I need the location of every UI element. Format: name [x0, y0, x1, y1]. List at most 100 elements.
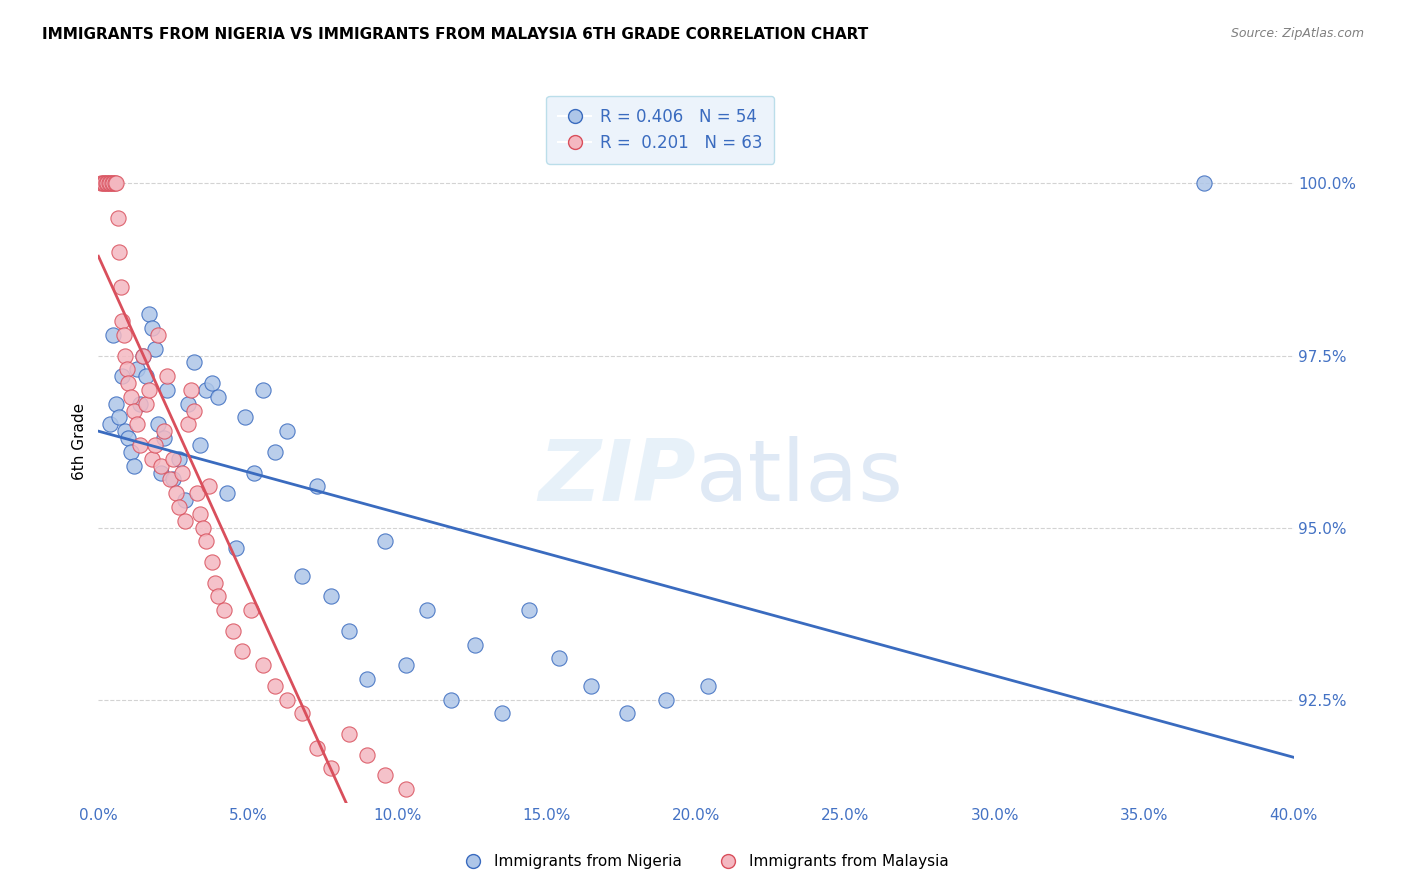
Point	[135, 397, 157, 411]
Point	[321, 590, 343, 604]
Point	[114, 424, 136, 438]
Point	[177, 417, 200, 432]
Point	[1192, 177, 1215, 191]
Point	[91, 177, 114, 191]
Point	[225, 541, 247, 556]
Point	[204, 575, 226, 590]
Point	[94, 177, 117, 191]
Point	[198, 479, 221, 493]
Point	[697, 679, 720, 693]
Point	[148, 417, 170, 432]
Point	[138, 307, 160, 321]
Point	[104, 177, 127, 191]
Point	[416, 603, 439, 617]
Point	[188, 438, 211, 452]
Point	[233, 410, 256, 425]
Point	[156, 369, 179, 384]
Point	[356, 747, 378, 762]
Point	[117, 431, 139, 445]
Text: atlas: atlas	[696, 436, 904, 519]
Point	[129, 438, 152, 452]
Point	[215, 486, 238, 500]
Point	[395, 658, 418, 673]
Point	[183, 403, 205, 417]
Point	[117, 376, 139, 390]
Point	[141, 451, 163, 466]
Point	[195, 534, 218, 549]
Point	[239, 603, 262, 617]
Point	[616, 706, 638, 721]
Point	[188, 507, 211, 521]
Point	[162, 472, 184, 486]
Point	[127, 417, 149, 432]
Point	[98, 177, 122, 191]
Point	[207, 390, 229, 404]
Legend: Immigrants from Nigeria, Immigrants from Malaysia: Immigrants from Nigeria, Immigrants from…	[451, 848, 955, 875]
Point	[103, 327, 125, 342]
Point	[212, 603, 235, 617]
Point	[90, 177, 112, 191]
Point	[148, 327, 170, 342]
Point	[291, 568, 314, 582]
Point	[174, 493, 197, 508]
Point	[138, 383, 160, 397]
Point	[339, 727, 361, 741]
Point	[374, 534, 396, 549]
Point	[195, 383, 218, 397]
Point	[132, 349, 155, 363]
Point	[120, 445, 142, 459]
Point	[98, 417, 122, 432]
Point	[183, 355, 205, 369]
Point	[111, 369, 134, 384]
Point	[96, 177, 118, 191]
Point	[127, 362, 149, 376]
Point	[141, 321, 163, 335]
Point	[132, 349, 155, 363]
Point	[252, 383, 274, 397]
Point	[581, 679, 603, 693]
Point	[339, 624, 361, 638]
Text: ZIP: ZIP	[538, 436, 696, 519]
Point	[124, 458, 146, 473]
Point	[124, 403, 146, 417]
Point	[97, 177, 120, 191]
Point	[263, 445, 285, 459]
Point	[231, 644, 253, 658]
Point	[517, 603, 540, 617]
Point	[105, 177, 128, 191]
Point	[135, 369, 157, 384]
Point	[321, 761, 343, 775]
Point	[110, 279, 132, 293]
Point	[111, 314, 134, 328]
Point	[201, 555, 224, 569]
Point	[112, 327, 135, 342]
Point	[464, 638, 486, 652]
Point	[276, 424, 298, 438]
Point	[150, 466, 173, 480]
Point	[107, 211, 129, 225]
Point	[191, 520, 214, 534]
Point	[150, 458, 173, 473]
Point	[440, 692, 463, 706]
Point	[222, 624, 245, 638]
Point	[174, 514, 197, 528]
Point	[105, 397, 128, 411]
Legend: R = 0.406   N = 54, R =  0.201   N = 63: R = 0.406 N = 54, R = 0.201 N = 63	[547, 95, 773, 163]
Point	[177, 397, 200, 411]
Point	[162, 451, 184, 466]
Point	[305, 479, 328, 493]
Point	[172, 466, 194, 480]
Point	[108, 245, 131, 260]
Point	[159, 472, 181, 486]
Y-axis label: 6th Grade: 6th Grade	[72, 403, 87, 480]
Point	[201, 376, 224, 390]
Point	[356, 672, 378, 686]
Point	[129, 397, 152, 411]
Point	[252, 658, 274, 673]
Point	[167, 500, 190, 514]
Point	[263, 679, 285, 693]
Point	[93, 177, 115, 191]
Point	[153, 424, 176, 438]
Point	[186, 486, 208, 500]
Point	[165, 486, 187, 500]
